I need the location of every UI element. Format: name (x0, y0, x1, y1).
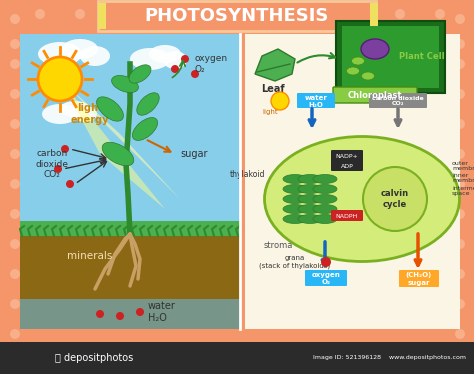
Text: (CH₂O)
sugar: (CH₂O) sugar (406, 273, 432, 285)
Circle shape (455, 329, 465, 339)
Ellipse shape (73, 106, 97, 122)
Circle shape (455, 269, 465, 279)
Circle shape (455, 299, 465, 309)
Ellipse shape (163, 51, 187, 69)
Ellipse shape (132, 117, 157, 140)
FancyBboxPatch shape (20, 34, 240, 329)
Ellipse shape (38, 42, 82, 66)
Circle shape (455, 89, 465, 99)
Circle shape (10, 149, 20, 159)
Text: thylakoid: thylakoid (229, 169, 265, 178)
Polygon shape (255, 49, 295, 81)
Ellipse shape (283, 184, 307, 193)
Circle shape (315, 354, 325, 364)
Ellipse shape (298, 184, 322, 193)
Circle shape (315, 9, 325, 19)
FancyBboxPatch shape (331, 210, 363, 221)
Circle shape (10, 89, 20, 99)
FancyBboxPatch shape (20, 229, 240, 329)
Circle shape (10, 39, 20, 49)
Ellipse shape (102, 142, 134, 166)
Ellipse shape (111, 76, 138, 92)
FancyBboxPatch shape (98, 3, 106, 29)
Ellipse shape (313, 175, 337, 184)
FancyBboxPatch shape (297, 93, 335, 108)
Ellipse shape (313, 215, 337, 224)
Polygon shape (60, 79, 180, 199)
FancyBboxPatch shape (20, 299, 240, 329)
Circle shape (195, 354, 205, 364)
Text: Chloroplast: Chloroplast (348, 91, 402, 99)
Circle shape (271, 92, 289, 110)
Circle shape (155, 9, 165, 19)
Ellipse shape (283, 215, 307, 224)
Ellipse shape (137, 93, 159, 115)
Text: sugar: sugar (180, 149, 208, 159)
Ellipse shape (129, 65, 151, 83)
Circle shape (235, 354, 245, 364)
Ellipse shape (361, 39, 389, 59)
Circle shape (136, 308, 144, 316)
FancyBboxPatch shape (331, 160, 363, 171)
Ellipse shape (283, 205, 307, 214)
Circle shape (455, 14, 465, 24)
Circle shape (38, 57, 82, 101)
Circle shape (275, 354, 285, 364)
Circle shape (66, 180, 74, 188)
Text: outer
membrane: outer membrane (452, 160, 474, 171)
Ellipse shape (283, 175, 307, 184)
Ellipse shape (346, 67, 359, 75)
FancyBboxPatch shape (305, 270, 347, 286)
FancyBboxPatch shape (331, 150, 363, 161)
Text: PHOTOSYNTHESIS: PHOTOSYNTHESIS (145, 7, 329, 25)
Circle shape (355, 9, 365, 19)
Text: grana
(stack of thylakoids): grana (stack of thylakoids) (259, 255, 330, 269)
Text: inner
membrane: inner membrane (452, 172, 474, 183)
FancyBboxPatch shape (20, 221, 240, 236)
Text: water
H₂O: water H₂O (148, 301, 176, 323)
Text: ⓘ depositphotos: ⓘ depositphotos (55, 353, 133, 363)
Text: NADPH: NADPH (336, 214, 358, 218)
Circle shape (355, 354, 365, 364)
Ellipse shape (298, 175, 322, 184)
Circle shape (10, 179, 20, 189)
Circle shape (54, 165, 62, 173)
Circle shape (10, 14, 20, 24)
Ellipse shape (362, 72, 374, 80)
Circle shape (10, 119, 20, 129)
Ellipse shape (298, 194, 322, 203)
Text: water
H₂O: water H₂O (305, 95, 328, 107)
Text: minerals: minerals (67, 251, 113, 261)
Circle shape (10, 329, 20, 339)
Circle shape (195, 9, 205, 19)
Circle shape (61, 145, 69, 153)
Text: intermembrane
space: intermembrane space (452, 186, 474, 196)
Circle shape (455, 179, 465, 189)
Ellipse shape (298, 215, 322, 224)
Circle shape (115, 354, 125, 364)
Circle shape (363, 167, 427, 231)
Circle shape (395, 354, 405, 364)
Ellipse shape (352, 57, 365, 65)
Circle shape (455, 59, 465, 69)
Circle shape (155, 354, 165, 364)
Circle shape (10, 59, 20, 69)
Text: ADP: ADP (341, 163, 354, 169)
Circle shape (115, 9, 125, 19)
Text: oxygen
O₂: oxygen O₂ (311, 272, 340, 285)
Circle shape (10, 239, 20, 249)
FancyBboxPatch shape (0, 342, 474, 374)
Circle shape (116, 312, 124, 320)
Text: Leaf: Leaf (261, 84, 285, 94)
Ellipse shape (298, 205, 322, 214)
Ellipse shape (60, 101, 90, 117)
Text: Plant Cell: Plant Cell (399, 52, 445, 61)
Ellipse shape (313, 194, 337, 203)
Circle shape (10, 269, 20, 279)
Circle shape (35, 9, 45, 19)
Circle shape (10, 209, 20, 219)
Circle shape (455, 209, 465, 219)
Text: carbon dioxide
CO₂: carbon dioxide CO₂ (372, 96, 424, 106)
Circle shape (455, 239, 465, 249)
